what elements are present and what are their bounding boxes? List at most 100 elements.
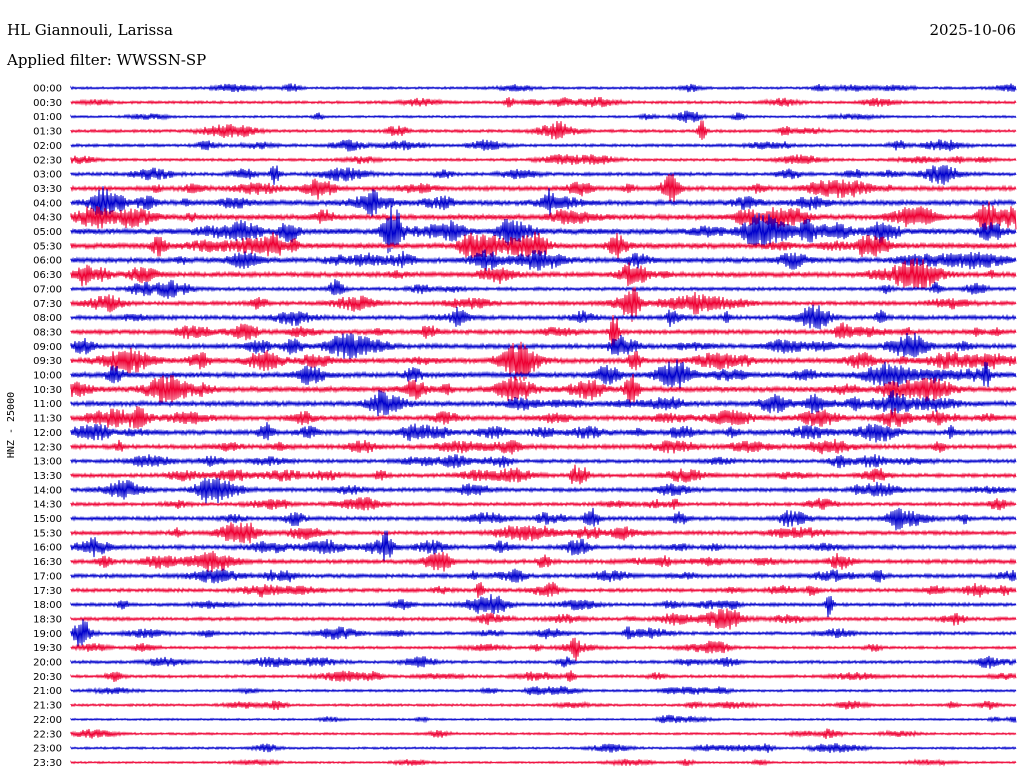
row-label: 22:00	[33, 715, 62, 726]
seismic-trace	[70, 165, 1017, 185]
row-label: 18:00	[33, 600, 62, 611]
row-label: 21:30	[33, 701, 62, 712]
seismic-trace	[70, 332, 1017, 360]
station-title: HL Giannouli, Larissa	[7, 21, 173, 39]
seismic-trace	[70, 700, 1017, 711]
seismic-trace	[70, 714, 1017, 724]
row-label: 14:00	[33, 485, 62, 496]
row-label: 00:30	[33, 98, 62, 109]
seismic-trace	[70, 522, 1017, 544]
seismic-trace	[70, 530, 1017, 562]
row-label: 20:30	[33, 672, 62, 683]
row-label: 15:00	[33, 514, 62, 525]
seismic-trace	[70, 83, 1017, 93]
seismic-trace	[70, 728, 1017, 739]
row-label: 06:30	[33, 270, 62, 281]
seismic-trace	[70, 477, 1017, 504]
seismic-trace	[70, 96, 1017, 108]
seismic-trace	[70, 231, 1017, 259]
seismic-trace	[70, 655, 1017, 669]
row-label: 18:30	[33, 614, 62, 625]
row-label: 01:30	[33, 127, 62, 138]
seismic-trace	[70, 497, 1017, 511]
date-label: 2025-10-06	[929, 21, 1016, 39]
seismic-trace	[70, 286, 1017, 322]
seismic-trace	[70, 373, 1017, 405]
row-label: 12:30	[33, 442, 62, 453]
row-label: 08:30	[33, 327, 62, 338]
seismic-trace	[70, 454, 1017, 469]
row-label: 10:30	[33, 385, 62, 396]
row-label: 17:30	[33, 586, 62, 597]
row-label: 04:00	[33, 198, 62, 209]
row-label: 06:00	[33, 256, 62, 267]
y-axis-label: HNZ - 25000	[6, 392, 17, 458]
seismic-trace	[70, 314, 1017, 347]
row-label: 01:00	[33, 112, 62, 123]
row-label: 19:30	[33, 643, 62, 654]
row-label: 23:00	[33, 744, 62, 755]
seismic-trace	[70, 205, 1017, 254]
seismic-trace	[70, 758, 1017, 767]
row-label: 20:00	[33, 658, 62, 669]
row-label: 15:30	[33, 528, 62, 539]
row-label: 13:30	[33, 471, 62, 482]
seismic-trace	[70, 594, 1017, 618]
seismic-trace	[70, 438, 1017, 455]
row-label: 08:00	[33, 313, 62, 324]
seismic-trace	[70, 304, 1017, 330]
seismic-trace	[70, 619, 1017, 647]
seismic-trace	[70, 670, 1017, 682]
row-label: 11:00	[33, 399, 62, 410]
row-label: 00:00	[33, 84, 62, 95]
row-label: 22:30	[33, 729, 62, 740]
row-label: 16:00	[33, 543, 62, 554]
row-label: 19:00	[33, 629, 62, 640]
seismic-trace	[70, 154, 1017, 166]
row-label: 17:00	[33, 571, 62, 582]
row-label: 14:30	[33, 500, 62, 511]
seismic-trace	[70, 110, 1017, 123]
seismic-trace	[70, 743, 1017, 754]
seismic-trace	[70, 341, 1017, 381]
row-label: 16:30	[33, 557, 62, 568]
row-label: 21:00	[33, 686, 62, 697]
row-label: 03:00	[33, 170, 62, 181]
row-label: 05:00	[33, 227, 62, 238]
filter-label: Applied filter: WWSSN-SP	[7, 51, 207, 69]
seismic-trace	[70, 464, 1017, 485]
row-label: 02:30	[33, 155, 62, 166]
trace-group	[70, 83, 1017, 767]
row-label-group: 00:00 00:30 01:00 01:30 02:00 02:30 03:00 03:30…	[33, 84, 62, 769]
row-label: 03:30	[33, 184, 62, 195]
seismic-trace	[70, 637, 1017, 661]
seismic-trace	[70, 550, 1017, 573]
row-label: 04:30	[33, 213, 62, 224]
row-label: 02:00	[33, 141, 62, 152]
row-label: 13:00	[33, 457, 62, 468]
row-label: 12:00	[33, 428, 62, 439]
seismic-trace	[70, 507, 1017, 531]
seismic-trace	[70, 120, 1017, 140]
row-label: 07:30	[33, 299, 62, 310]
seismic-trace	[70, 258, 1017, 291]
seismic-trace	[70, 249, 1017, 271]
row-label: 10:00	[33, 371, 62, 382]
seismic-trace	[70, 139, 1017, 152]
row-label: 09:30	[33, 356, 62, 367]
row-label: 07:00	[33, 284, 62, 295]
row-label: 05:30	[33, 241, 62, 252]
seismic-trace	[70, 201, 1017, 234]
seismic-trace	[70, 685, 1017, 696]
seismic-trace	[70, 581, 1017, 598]
seismic-trace	[70, 279, 1017, 299]
seismic-trace	[70, 568, 1017, 584]
seismic-trace	[70, 422, 1017, 443]
seismic-trace	[70, 359, 1017, 390]
seismic-trace	[70, 186, 1017, 221]
row-label: 23:30	[33, 758, 62, 769]
row-label: 11:30	[33, 414, 62, 425]
row-label: 09:00	[33, 342, 62, 353]
seismic-trace	[70, 405, 1017, 429]
